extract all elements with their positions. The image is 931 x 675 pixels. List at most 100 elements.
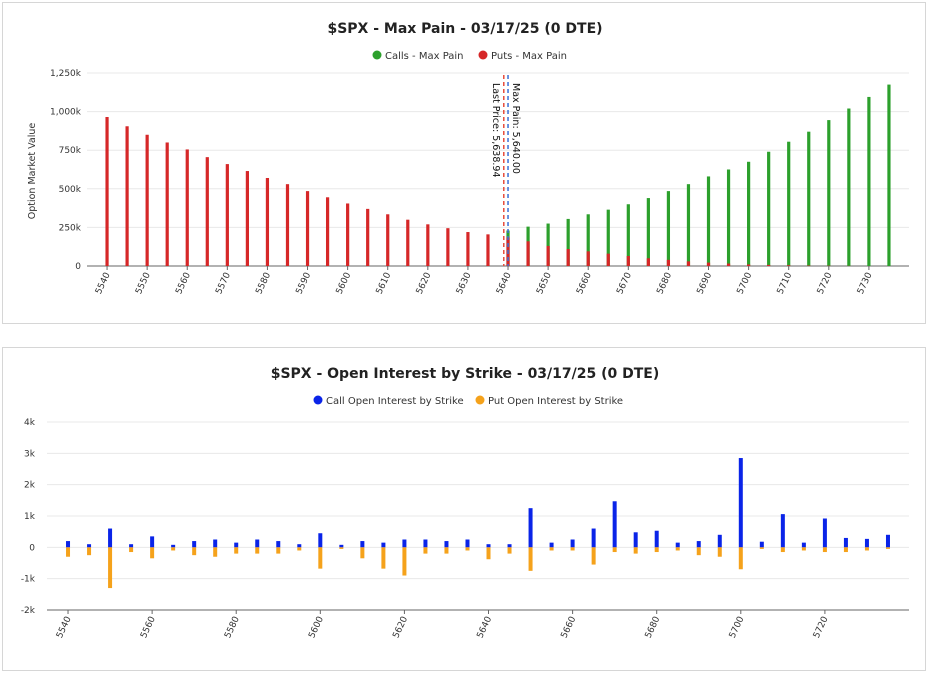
call-oi-bar[interactable] (339, 544, 344, 548)
calls-bar[interactable] (666, 191, 671, 266)
puts-bar[interactable] (346, 203, 350, 266)
put-oi-bar[interactable] (213, 547, 218, 557)
call-oi-bar[interactable] (549, 542, 554, 548)
put-oi-bar[interactable] (255, 547, 260, 554)
puts-bar[interactable] (265, 177, 270, 266)
call-oi-bar[interactable] (717, 534, 722, 548)
puts-bar[interactable] (325, 197, 330, 266)
put-oi-bar[interactable] (570, 547, 575, 551)
call-oi-bar[interactable] (87, 544, 92, 548)
put-oi-bar[interactable] (108, 547, 113, 589)
calls-bar[interactable] (686, 184, 691, 266)
calls-bar[interactable] (887, 84, 891, 266)
calls-bar[interactable] (807, 131, 811, 266)
puts-bar[interactable] (125, 126, 129, 266)
puts-bar[interactable] (305, 191, 310, 266)
puts-bar[interactable] (466, 232, 470, 266)
put-oi-bar[interactable] (339, 547, 344, 549)
call-oi-bar[interactable] (129, 544, 134, 548)
put-oi-bar[interactable] (444, 547, 449, 554)
calls-bar[interactable] (867, 96, 871, 266)
legend-put-oi-label[interactable]: Put Open Interest by Strike (488, 396, 623, 407)
puts-bar[interactable] (426, 224, 430, 266)
put-oi-bar[interactable] (402, 547, 407, 576)
put-oi-bar[interactable] (507, 547, 512, 554)
put-oi-bar[interactable] (66, 547, 71, 557)
call-oi-bar[interactable] (276, 541, 281, 548)
call-oi-bar[interactable] (675, 542, 680, 548)
puts-bar[interactable] (185, 149, 189, 266)
calls-bar[interactable] (606, 209, 610, 266)
calls-bar[interactable] (747, 161, 751, 266)
put-oi-bar[interactable] (780, 547, 785, 553)
call-oi-bar[interactable] (843, 537, 848, 548)
put-oi-bar[interactable] (612, 547, 617, 553)
puts-bar[interactable] (586, 251, 590, 266)
call-oi-bar[interactable] (234, 542, 239, 548)
call-oi-bar[interactable] (885, 534, 890, 548)
put-oi-bar[interactable] (171, 547, 176, 551)
calls-bar[interactable] (767, 151, 771, 266)
puts-bar[interactable] (205, 157, 209, 266)
legend-calls-label[interactable]: Calls - Max Pain (385, 51, 464, 62)
call-oi-bar[interactable] (465, 539, 470, 548)
call-oi-bar[interactable] (192, 541, 197, 548)
call-oi-bar[interactable] (759, 541, 764, 548)
calls-bar[interactable] (787, 141, 791, 266)
put-oi-bar[interactable] (633, 547, 638, 554)
call-oi-bar[interactable] (696, 541, 701, 548)
put-oi-bar[interactable] (129, 547, 134, 553)
puts-bar[interactable] (646, 258, 650, 266)
call-oi-bar[interactable] (612, 501, 617, 548)
call-oi-bar[interactable] (402, 539, 407, 548)
put-oi-bar[interactable] (150, 547, 155, 559)
call-oi-bar[interactable] (528, 508, 533, 548)
call-oi-bar[interactable] (591, 528, 596, 548)
puts-bar[interactable] (386, 214, 390, 266)
call-oi-bar[interactable] (297, 544, 302, 548)
puts-bar[interactable] (706, 262, 711, 266)
calls-bar[interactable] (546, 223, 550, 266)
put-oi-bar[interactable] (234, 547, 239, 554)
put-oi-bar[interactable] (591, 547, 596, 565)
put-oi-bar[interactable] (759, 547, 764, 549)
call-oi-bar[interactable] (738, 458, 743, 548)
legend-call-oi-label[interactable]: Call Open Interest by Strike (326, 396, 464, 407)
puts-bar[interactable] (686, 261, 691, 266)
puts-bar[interactable] (606, 253, 610, 266)
put-oi-bar[interactable] (654, 547, 659, 553)
max-pain-legend[interactable]: Calls - Max Pain Puts - Max Pain (372, 50, 567, 63)
put-oi-bar[interactable] (360, 547, 365, 559)
put-oi-bar[interactable] (885, 547, 890, 549)
calls-bar[interactable] (706, 176, 711, 266)
call-oi-bar[interactable] (570, 539, 575, 548)
put-oi-bar[interactable] (381, 547, 386, 569)
put-oi-bar[interactable] (717, 547, 722, 557)
call-oi-bar[interactable] (801, 542, 806, 548)
calls-bar[interactable] (646, 198, 650, 266)
call-oi-bar[interactable] (633, 532, 638, 548)
put-oi-bar[interactable] (822, 547, 827, 553)
call-oi-bar[interactable] (423, 539, 428, 548)
put-oi-bar[interactable] (843, 547, 848, 553)
puts-bar[interactable] (285, 184, 290, 266)
put-oi-bar[interactable] (864, 547, 869, 551)
put-oi-bar[interactable] (87, 547, 92, 556)
put-oi-bar[interactable] (276, 547, 281, 554)
puts-bar[interactable] (366, 208, 370, 266)
calls-bar[interactable] (566, 218, 570, 266)
call-oi-bar[interactable] (108, 528, 113, 548)
puts-bar[interactable] (165, 142, 169, 266)
calls-bar[interactable] (726, 169, 731, 267)
call-oi-bar[interactable] (213, 539, 218, 548)
calls-bar[interactable] (586, 214, 590, 266)
put-oi-bar[interactable] (801, 547, 806, 551)
puts-bar[interactable] (105, 117, 109, 266)
put-oi-bar[interactable] (465, 547, 470, 551)
call-oi-bar[interactable] (444, 541, 449, 548)
call-oi-bar[interactable] (318, 533, 323, 548)
puts-bar[interactable] (767, 264, 771, 266)
calls-bar[interactable] (847, 108, 851, 267)
puts-bar[interactable] (245, 171, 249, 266)
puts-bar[interactable] (787, 265, 791, 266)
